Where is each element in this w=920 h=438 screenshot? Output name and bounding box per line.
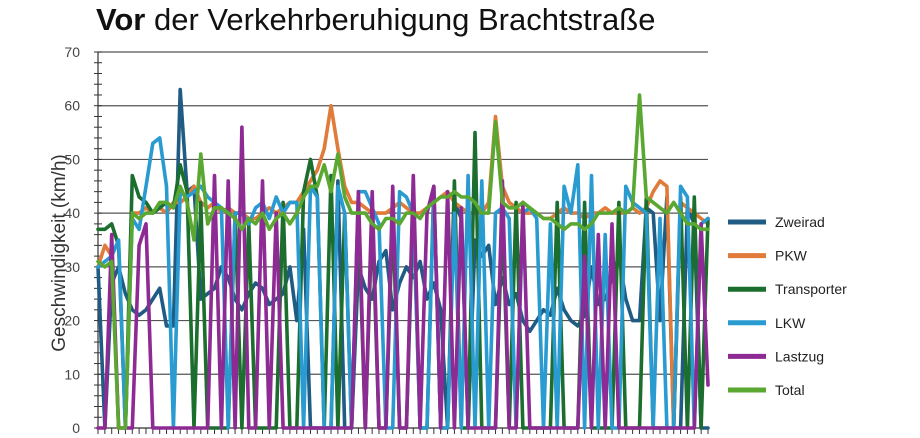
legend-label-zweirad: Zweirad: [775, 214, 825, 230]
legend-label-pkw: PKW: [775, 248, 808, 264]
legend-label-total: Total: [775, 382, 805, 398]
y-tick-label-30: 30: [64, 259, 80, 275]
y-tick-label-60: 60: [64, 98, 80, 114]
y-tick-label-70: 70: [64, 44, 80, 60]
series-line-pkw: [96, 103, 710, 430]
y-tick-label-10: 10: [64, 366, 80, 382]
y-tick-label-40: 40: [64, 205, 80, 221]
y-tick-label-50: 50: [64, 151, 80, 167]
legend-label-lkw: LKW: [775, 315, 806, 331]
y-tick-label-0: 0: [72, 420, 80, 436]
legend-label-transporter: Transporter: [775, 281, 847, 297]
chart-title-bold: Vor: [96, 2, 146, 37]
chart-title-rest: der Verkehrberuhigung Brachtstraße: [145, 2, 656, 37]
legend-label-lastzug: Lastzug: [775, 348, 824, 364]
series-line-total: [96, 93, 710, 430]
series-line-lastzug: [96, 125, 710, 430]
y-tick-label-20: 20: [64, 313, 80, 329]
chart-title: Vor der Verkehrberuhigung Brachtstraße: [96, 2, 655, 38]
